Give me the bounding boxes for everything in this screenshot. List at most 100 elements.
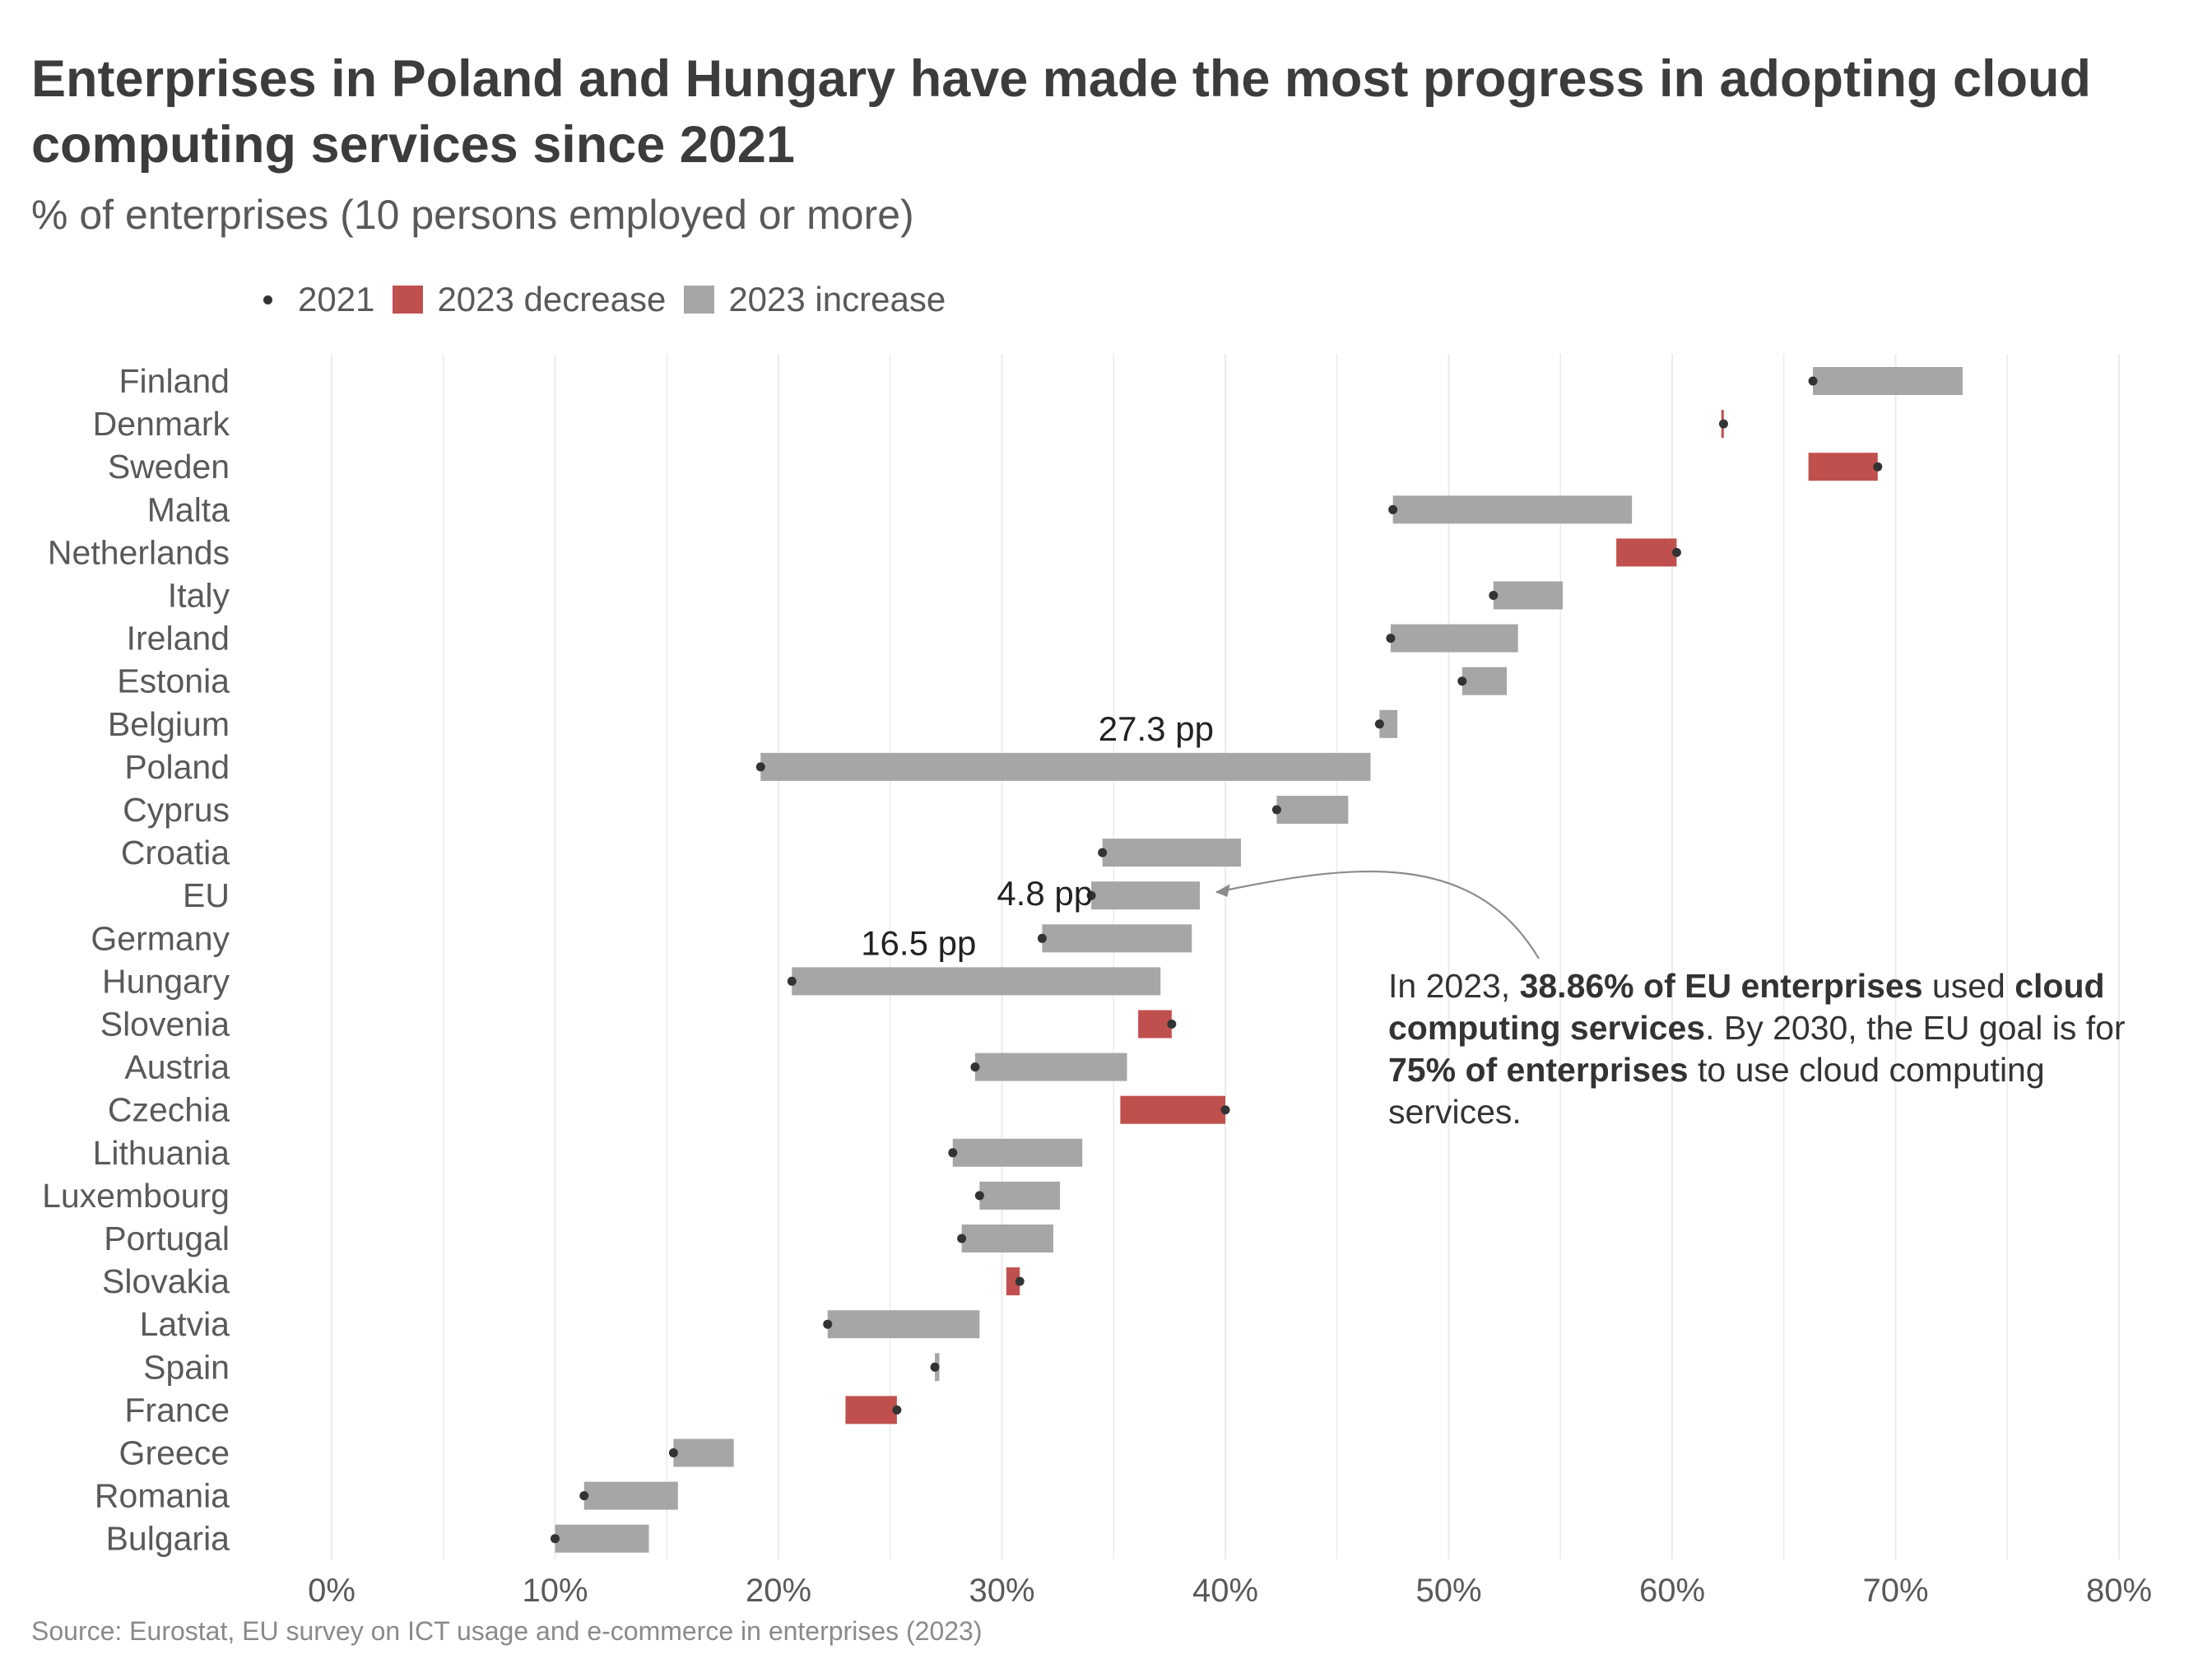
bar-decrease bbox=[1006, 1267, 1020, 1296]
dot-2021 bbox=[948, 1148, 958, 1158]
pp-data-label: 4.8 pp bbox=[997, 874, 1093, 913]
annotation-text-2: used bbox=[1922, 967, 2015, 1005]
dot-2021 bbox=[1457, 676, 1467, 686]
annotation-bold-1: 38.86% of EU enterprises bbox=[1519, 967, 1923, 1005]
dot-2021 bbox=[974, 1191, 984, 1201]
dot-2021 bbox=[1037, 933, 1047, 943]
legend-label-2021: 2021 bbox=[298, 280, 375, 318]
bar-increase bbox=[555, 1524, 649, 1553]
dot-2021 bbox=[1374, 719, 1384, 729]
y-category-label: Latvia bbox=[140, 1305, 230, 1343]
bar-increase bbox=[1390, 624, 1518, 653]
y-category-label: Cyprus bbox=[123, 791, 230, 829]
bar-increase bbox=[1813, 367, 1963, 395]
x-tick-label: 60% bbox=[1639, 1573, 1705, 1609]
bar-decrease bbox=[1120, 1095, 1225, 1124]
bar-increase bbox=[827, 1310, 980, 1339]
annotation-text-1: In 2023, bbox=[1388, 967, 1520, 1005]
legend-label-decrease: 2023 decrease bbox=[437, 280, 667, 318]
dot-2021 bbox=[1808, 376, 1818, 386]
bar-decrease bbox=[1138, 1010, 1172, 1039]
annotation-bold-3: 75% of enterprises bbox=[1388, 1051, 1689, 1089]
source-note: Source: Eurostat, EU survey on ICT usage… bbox=[31, 1616, 983, 1646]
eu-annotation: In 2023, 38.86% of EU enterprises used c… bbox=[1388, 965, 2129, 1133]
pp-data-label: 27.3 pp bbox=[1099, 709, 1214, 748]
y-category-label: Malta bbox=[147, 490, 230, 528]
legend-swatch-decrease bbox=[393, 286, 424, 314]
bar-decrease bbox=[845, 1396, 897, 1424]
y-category-label: Greece bbox=[119, 1434, 230, 1472]
x-tick-label: 10% bbox=[522, 1573, 588, 1609]
y-category-label: Poland bbox=[124, 748, 230, 786]
dot-2021 bbox=[1220, 1105, 1230, 1115]
bar-increase bbox=[952, 1138, 1083, 1167]
y-category-label: Netherlands bbox=[48, 533, 230, 571]
x-tick-label: 0% bbox=[308, 1573, 356, 1609]
dot-2021 bbox=[1671, 547, 1681, 557]
y-category-label: Slovakia bbox=[102, 1262, 230, 1300]
dot-2021 bbox=[1489, 591, 1499, 600]
bar-increase bbox=[792, 967, 1161, 996]
y-category-label: Slovenia bbox=[100, 1006, 230, 1043]
legend-item-decrease: 2023 decrease bbox=[393, 280, 666, 319]
bar-increase bbox=[961, 1224, 1053, 1252]
legend-label-increase: 2023 increase bbox=[728, 280, 946, 318]
y-category-label: Belgium bbox=[108, 705, 230, 743]
bar-increase bbox=[1091, 881, 1201, 910]
bar-increase bbox=[1493, 581, 1563, 610]
y-category-label: Croatia bbox=[121, 834, 230, 871]
bar-increase bbox=[974, 1053, 1127, 1081]
bar-increase bbox=[1042, 924, 1192, 953]
bar-increase bbox=[1379, 709, 1398, 738]
annotation-arrow bbox=[1215, 870, 1540, 960]
y-category-label: France bbox=[124, 1391, 230, 1429]
x-tick-label: 80% bbox=[2086, 1573, 2152, 1609]
bar-increase bbox=[673, 1438, 734, 1467]
chart-title: Enterprises in Poland and Hungary have m… bbox=[31, 50, 2091, 174]
y-category-label: Germany bbox=[91, 919, 230, 957]
y-category-label: Italy bbox=[168, 577, 230, 615]
y-category-label: Austria bbox=[124, 1048, 230, 1086]
dot-2021 bbox=[1386, 634, 1396, 644]
y-category-label: Czechia bbox=[108, 1091, 230, 1129]
legend-item-increase: 2023 increase bbox=[684, 280, 946, 319]
annotation-text-4: to use cloud computing services. bbox=[1388, 1051, 2045, 1131]
dot-2021 bbox=[823, 1319, 833, 1329]
bar-decrease bbox=[1616, 538, 1677, 567]
annotation-text-3: . By 2030, the EU goal is for bbox=[1705, 1009, 2126, 1047]
dot-2021 bbox=[755, 762, 765, 772]
y-category-label: Hungary bbox=[102, 962, 230, 1000]
legend-dot-icon bbox=[263, 295, 272, 304]
x-tick-label: 30% bbox=[969, 1573, 1034, 1609]
y-category-label: Ireland bbox=[127, 620, 230, 658]
bar-increase bbox=[583, 1481, 678, 1510]
y-category-label: Bulgaria bbox=[106, 1520, 230, 1558]
dot-2021 bbox=[551, 1534, 560, 1544]
bar-increase bbox=[1276, 796, 1349, 824]
dot-2021 bbox=[1271, 805, 1281, 815]
y-category-label: Estonia bbox=[117, 662, 230, 700]
legend-item-2021: 2021 bbox=[255, 280, 374, 319]
bar-increase bbox=[1102, 839, 1242, 867]
dot-2021 bbox=[930, 1362, 940, 1372]
dot-2021 bbox=[1873, 462, 1883, 472]
dot-2021 bbox=[579, 1491, 589, 1501]
y-category-label: Denmark bbox=[93, 405, 230, 443]
bar-decrease bbox=[1808, 453, 1878, 481]
y-category-label: Romania bbox=[95, 1477, 230, 1515]
annotation-bold-2: cloud computing services bbox=[1388, 967, 2105, 1047]
y-category-label: Sweden bbox=[108, 448, 230, 486]
chart-subtitle: % of enterprises (10 persons employed or… bbox=[31, 192, 914, 238]
x-tick-label: 20% bbox=[746, 1573, 811, 1609]
dot-2021 bbox=[1098, 848, 1108, 857]
dot-2021 bbox=[787, 976, 797, 986]
dot-2021 bbox=[892, 1405, 902, 1415]
dot-2021 bbox=[970, 1062, 980, 1072]
y-category-label: Portugal bbox=[104, 1220, 230, 1257]
legend: 2021 2023 decrease 2023 increase bbox=[255, 278, 964, 321]
x-tick-label: 40% bbox=[1192, 1573, 1258, 1609]
x-tick-label: 70% bbox=[1862, 1573, 1928, 1609]
y-category-label: Finland bbox=[119, 362, 230, 400]
bar-increase bbox=[979, 1181, 1061, 1210]
